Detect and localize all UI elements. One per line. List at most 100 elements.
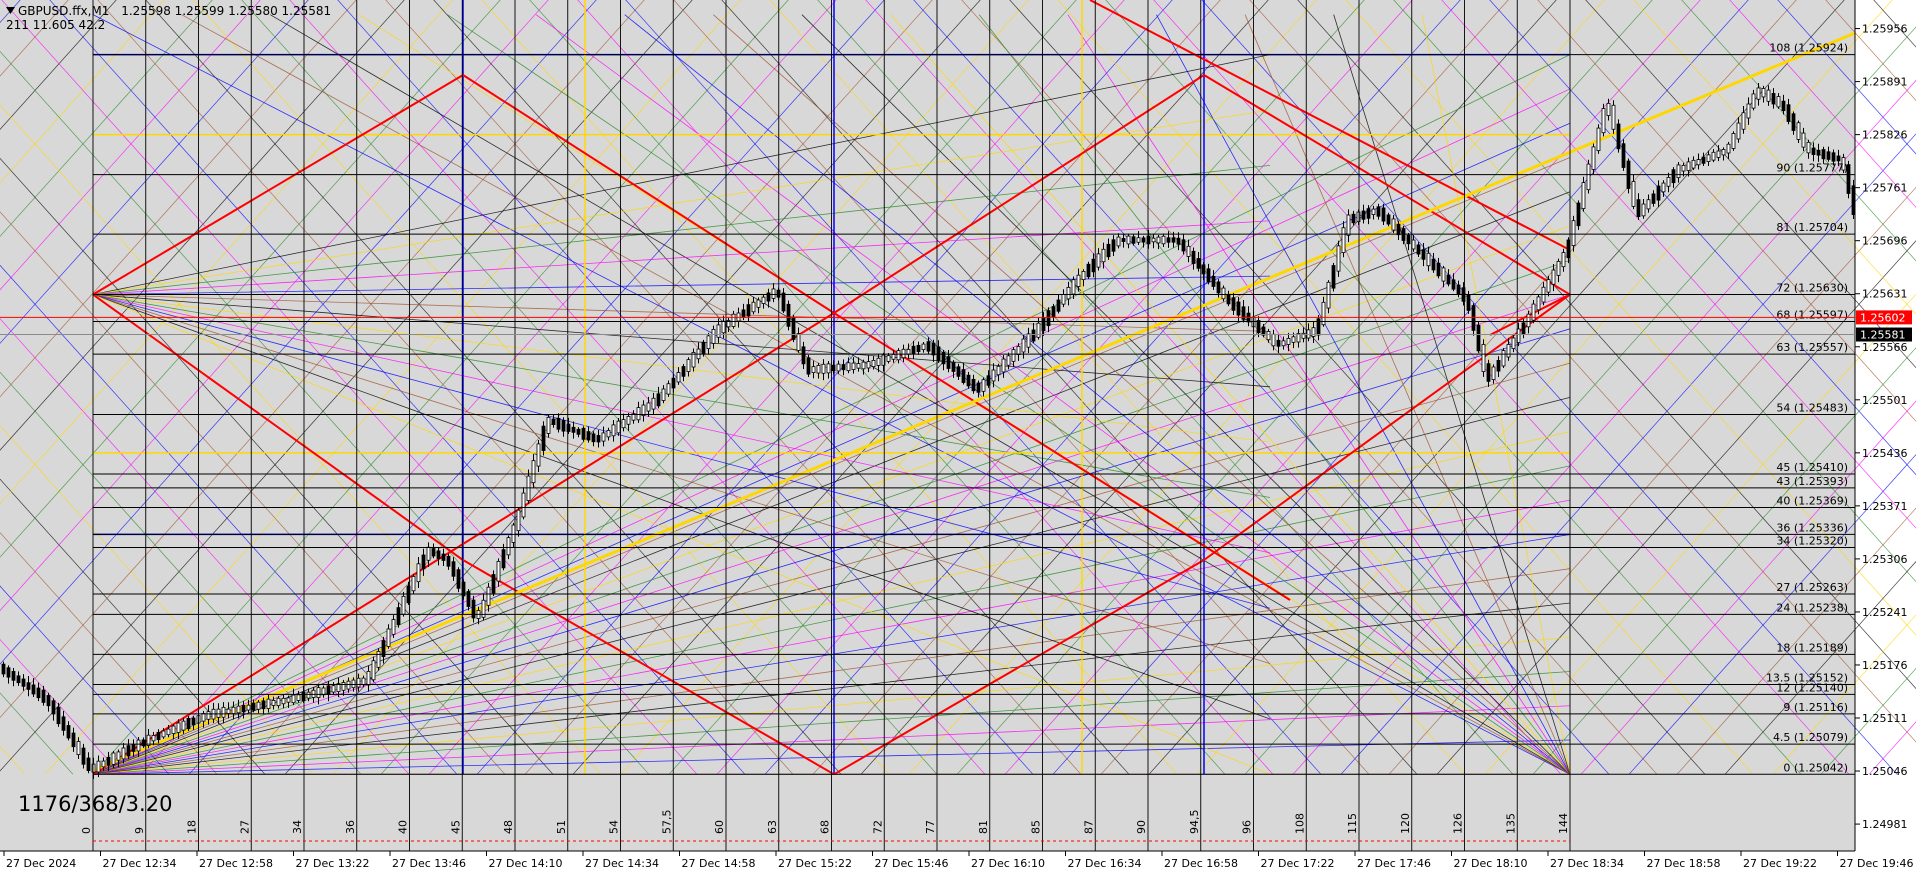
candle bbox=[271, 700, 276, 706]
candle bbox=[1586, 163, 1591, 191]
candle bbox=[1771, 93, 1776, 105]
time-cycle-label: 18 bbox=[186, 820, 199, 834]
gann-square-line bbox=[92, 74, 464, 296]
candle bbox=[86, 757, 91, 771]
candle bbox=[1791, 113, 1796, 131]
candle bbox=[241, 705, 246, 713]
time-cycle-label: 63 bbox=[766, 820, 779, 834]
time-cycle-label: 115 bbox=[1346, 813, 1359, 834]
candle bbox=[656, 393, 661, 407]
candle bbox=[1581, 182, 1586, 210]
candle bbox=[1686, 161, 1691, 171]
candle bbox=[1506, 344, 1511, 358]
gann-level-label: 108 (1.25924) bbox=[1769, 42, 1848, 55]
gann-angle-line bbox=[1009, 0, 1706, 775]
gann-level-label: 0 (1.25042) bbox=[1783, 761, 1848, 774]
gann-angle-line bbox=[0, 371, 362, 775]
candle bbox=[1071, 279, 1076, 295]
candle bbox=[1146, 235, 1151, 245]
candle bbox=[356, 677, 361, 688]
candle bbox=[916, 345, 921, 352]
candle bbox=[1796, 122, 1801, 140]
gann-fan-line bbox=[1421, 14, 1571, 775]
candle bbox=[726, 320, 731, 328]
candle bbox=[466, 591, 471, 607]
candle bbox=[1806, 141, 1811, 154]
candle bbox=[321, 687, 326, 696]
candle bbox=[1826, 151, 1831, 160]
candle bbox=[1726, 143, 1731, 154]
candle bbox=[1326, 281, 1331, 309]
candle bbox=[1751, 93, 1756, 109]
candle bbox=[1471, 305, 1476, 331]
candle bbox=[1636, 199, 1641, 217]
candle bbox=[816, 365, 821, 374]
candle bbox=[1176, 237, 1181, 245]
candle bbox=[651, 397, 656, 410]
time-cycle-label: 36 bbox=[344, 820, 357, 834]
candle bbox=[991, 369, 996, 382]
candle bbox=[481, 599, 486, 618]
gann-fan-line bbox=[447, 14, 1571, 775]
candle bbox=[421, 554, 426, 570]
candle bbox=[1431, 258, 1436, 271]
gann-level-label: 18 (1.25189) bbox=[1776, 641, 1848, 654]
gann-angle-line bbox=[1585, 0, 1916, 369]
gann-angle-line bbox=[1633, 0, 1916, 315]
candle bbox=[1816, 149, 1821, 156]
time-cycle-label: 120 bbox=[1399, 813, 1412, 834]
candle bbox=[491, 574, 496, 594]
candle bbox=[301, 691, 306, 702]
candle bbox=[1696, 159, 1701, 166]
time-cycle-label: 144 bbox=[1557, 813, 1570, 834]
gann-angle-line bbox=[1580, 400, 1916, 775]
candle bbox=[191, 717, 196, 726]
candle bbox=[1366, 208, 1371, 219]
candle bbox=[146, 734, 151, 746]
candle bbox=[591, 433, 596, 443]
candle bbox=[1846, 164, 1851, 194]
gann-square-line bbox=[1089, 0, 1571, 251]
candle bbox=[451, 561, 456, 577]
candle bbox=[1691, 159, 1696, 169]
time-cycle-label: 57,5 bbox=[660, 810, 673, 835]
time-tick-label: 27 Dec 17:46 bbox=[1357, 857, 1431, 870]
candle bbox=[1341, 227, 1346, 253]
candle bbox=[1546, 279, 1551, 293]
gann-angle-line bbox=[961, 0, 1658, 775]
gann-angle-line bbox=[1772, 614, 1916, 775]
gann-fan-line bbox=[92, 109, 1271, 295]
candle bbox=[1386, 214, 1391, 225]
candle bbox=[1561, 252, 1566, 268]
dropdown-icon[interactable] bbox=[6, 4, 15, 14]
candle bbox=[506, 537, 511, 556]
candle bbox=[826, 363, 831, 374]
candle bbox=[836, 363, 841, 372]
candle bbox=[1001, 358, 1006, 373]
time-cycle-label: 51 bbox=[555, 820, 568, 834]
gann-level-label: 90 (1.25777) bbox=[1776, 162, 1848, 175]
time-cycle-label: 94,5 bbox=[1188, 810, 1201, 835]
gann-angle-line bbox=[865, 0, 1562, 775]
gann-angle-line bbox=[1676, 507, 1916, 775]
candle bbox=[996, 365, 1001, 376]
time-cycle-label: 108 bbox=[1293, 813, 1306, 834]
time-cycle-label: 40 bbox=[397, 820, 410, 834]
candle bbox=[256, 701, 261, 710]
candle bbox=[1321, 301, 1326, 326]
candle bbox=[221, 706, 226, 718]
candle bbox=[16, 675, 21, 684]
candle bbox=[626, 416, 631, 425]
gann-fan-line bbox=[92, 164, 1271, 295]
candle bbox=[6, 667, 11, 678]
gann-level-label: 45 (1.25410) bbox=[1776, 461, 1848, 474]
candle bbox=[1361, 210, 1366, 220]
gann-angle-line bbox=[0, 0, 261, 291]
candle bbox=[186, 717, 191, 730]
candle bbox=[951, 362, 956, 372]
current-price-value: 1.25581 bbox=[1860, 329, 1906, 342]
candle bbox=[631, 413, 636, 421]
candle bbox=[1316, 318, 1321, 336]
